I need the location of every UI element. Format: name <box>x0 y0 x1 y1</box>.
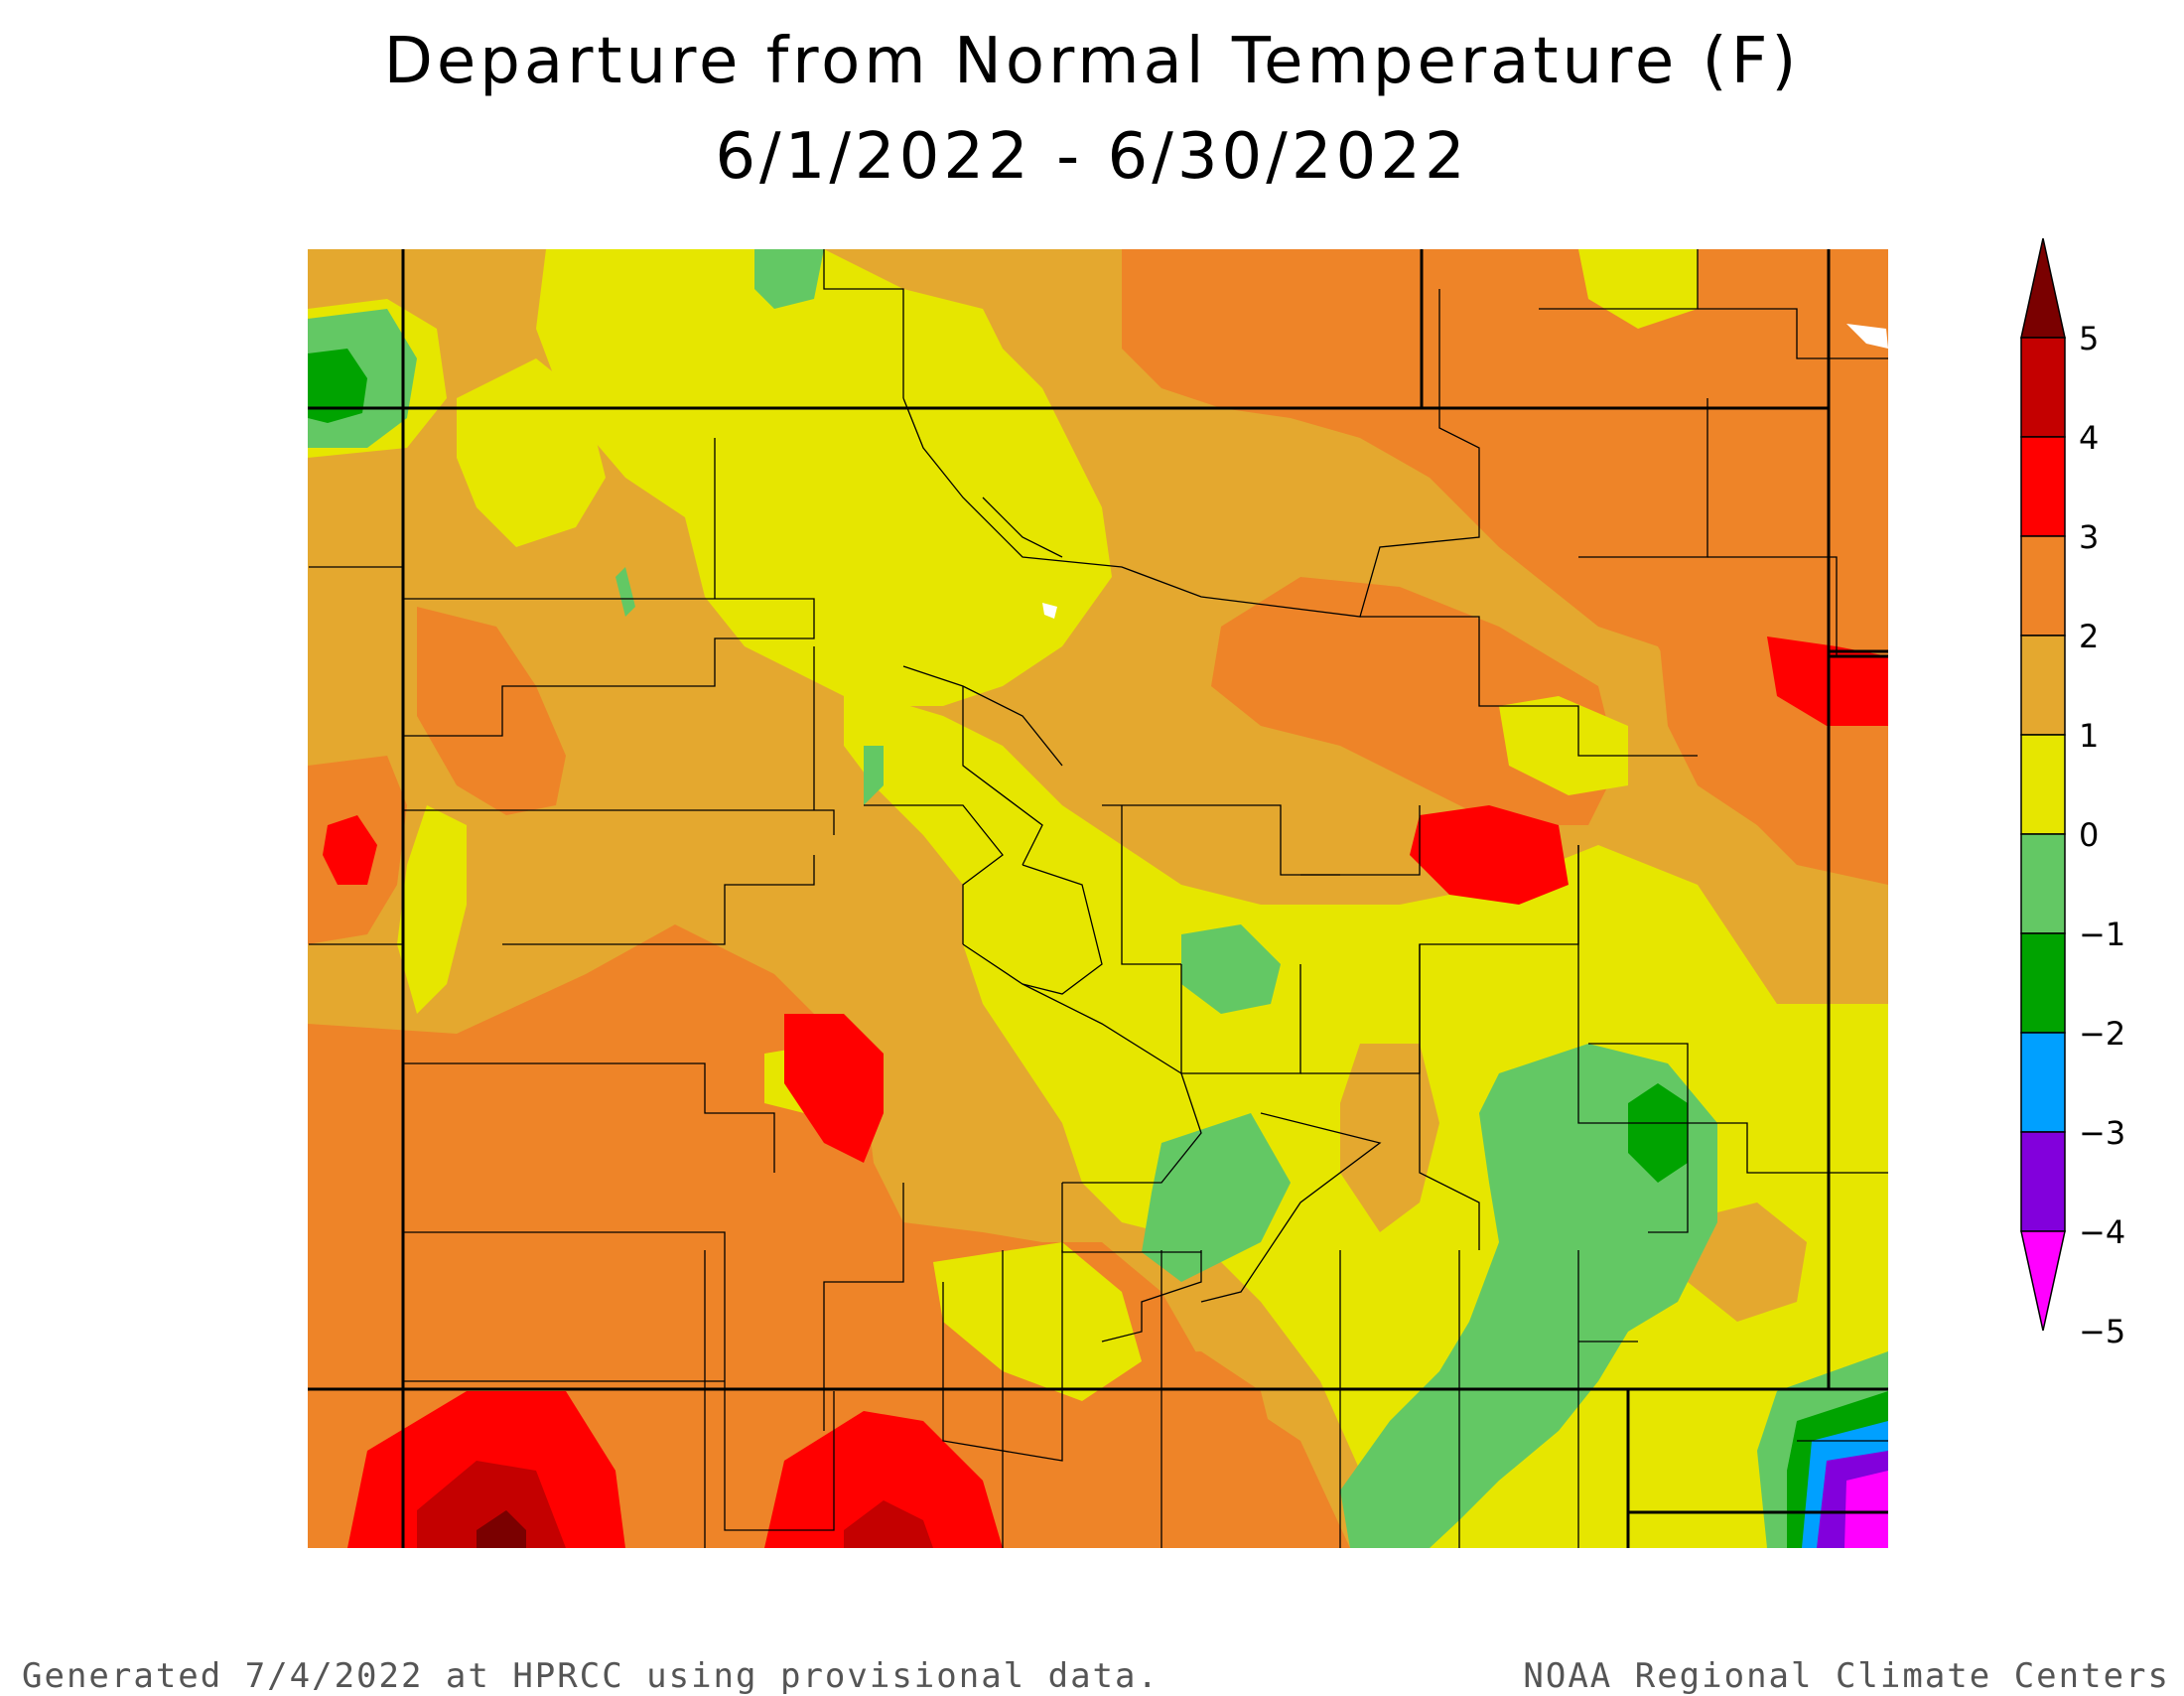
map-title: Departure from Normal Temperature (F) <box>383 25 1801 98</box>
lake-north <box>1042 603 1057 619</box>
legend-bin <box>2020 1131 2066 1232</box>
contour-fills <box>308 249 1888 1548</box>
legend-label: 1 <box>2079 717 2099 755</box>
fill-2-to-3-nw <box>417 607 566 815</box>
fill-neg2-to-neg1-east <box>1628 1083 1688 1183</box>
map-date-range: 6/1/2022 - 6/30/2022 <box>715 120 1469 194</box>
fill-3-to-4-south-mid <box>764 1411 1003 1548</box>
legend-label: −3 <box>2079 1114 2125 1152</box>
legend-label: −2 <box>2079 1015 2125 1053</box>
fill-4-to-5-south-mid <box>844 1500 933 1548</box>
fill-3-to-4-east-central <box>1410 805 1569 905</box>
fill-neg1-to-0-top <box>754 249 824 309</box>
legend-label: 2 <box>2079 618 2099 655</box>
fill-neg1-to-0-north-strip <box>615 567 635 617</box>
legend-bin <box>2020 734 2066 835</box>
legend-label: 5 <box>2079 320 2099 357</box>
fill-neg2-to-neg1-nw <box>308 349 367 423</box>
fill-4-to-5-south-left <box>417 1461 566 1548</box>
fill-0-to-1-west-strip <box>397 805 467 1014</box>
legend-bin <box>2020 932 2066 1034</box>
temperature-departure-map <box>308 249 1888 1548</box>
legend-bin <box>2020 337 2066 438</box>
state-boundaries <box>308 249 1888 1548</box>
fill-3-to-4-west <box>323 815 377 885</box>
fill-neg1-to-0-central <box>1181 924 1281 1014</box>
legend-label: 3 <box>2079 518 2099 556</box>
fill-below-neg5-se <box>1844 1471 1888 1548</box>
legend-bin <box>2020 833 2066 934</box>
legend-bin <box>2020 535 2066 636</box>
color-legend: 5 4 3 2 1 0 −1 −2 −3 −4 −5 <box>2020 238 2125 1350</box>
legend-label: −5 <box>2079 1313 2125 1350</box>
legend-bin <box>2020 436 2066 537</box>
county-boundaries <box>309 249 1888 1548</box>
legend-bin-above-5 <box>2020 238 2066 339</box>
legend-bin <box>2020 1032 2066 1133</box>
legend-bin <box>2020 635 2066 736</box>
fill-neg1-to-0-east <box>1340 1044 1717 1548</box>
legend-bars <box>2020 238 2066 1332</box>
legend-label: −1 <box>2079 916 2125 953</box>
fill-0-to-1-east-pocket <box>1499 696 1628 795</box>
lake-northeast <box>1846 324 1888 349</box>
legend-bin-below-neg5 <box>2020 1230 2066 1332</box>
generated-note: Generated 7/4/2022 at HPRCC using provis… <box>22 1656 1160 1696</box>
source-credit: NOAA Regional Climate Centers <box>1523 1656 2170 1696</box>
fill-neg1-to-0-south-central <box>1142 1113 1291 1282</box>
fill-above-5-south-left <box>477 1510 526 1548</box>
fill-3-to-4-southwest <box>784 1014 884 1163</box>
fill-0-to-1-nw-pocket <box>457 358 606 547</box>
fill-0-to-1-north-central <box>536 249 1112 706</box>
fill-1-to-2-in-central <box>1340 1044 1439 1232</box>
legend-labels: 5 4 3 2 1 0 −1 −2 −3 −4 −5 <box>2079 320 2125 1350</box>
fill-neg1-to-0-central-strip <box>864 746 884 805</box>
fill-0-to-1-south-central <box>933 1242 1142 1401</box>
fill-2-to-3-south-east <box>1003 1351 1281 1548</box>
legend-label: 0 <box>2079 816 2099 854</box>
legend-label: 4 <box>2079 419 2099 457</box>
legend-label: −4 <box>2079 1213 2125 1251</box>
